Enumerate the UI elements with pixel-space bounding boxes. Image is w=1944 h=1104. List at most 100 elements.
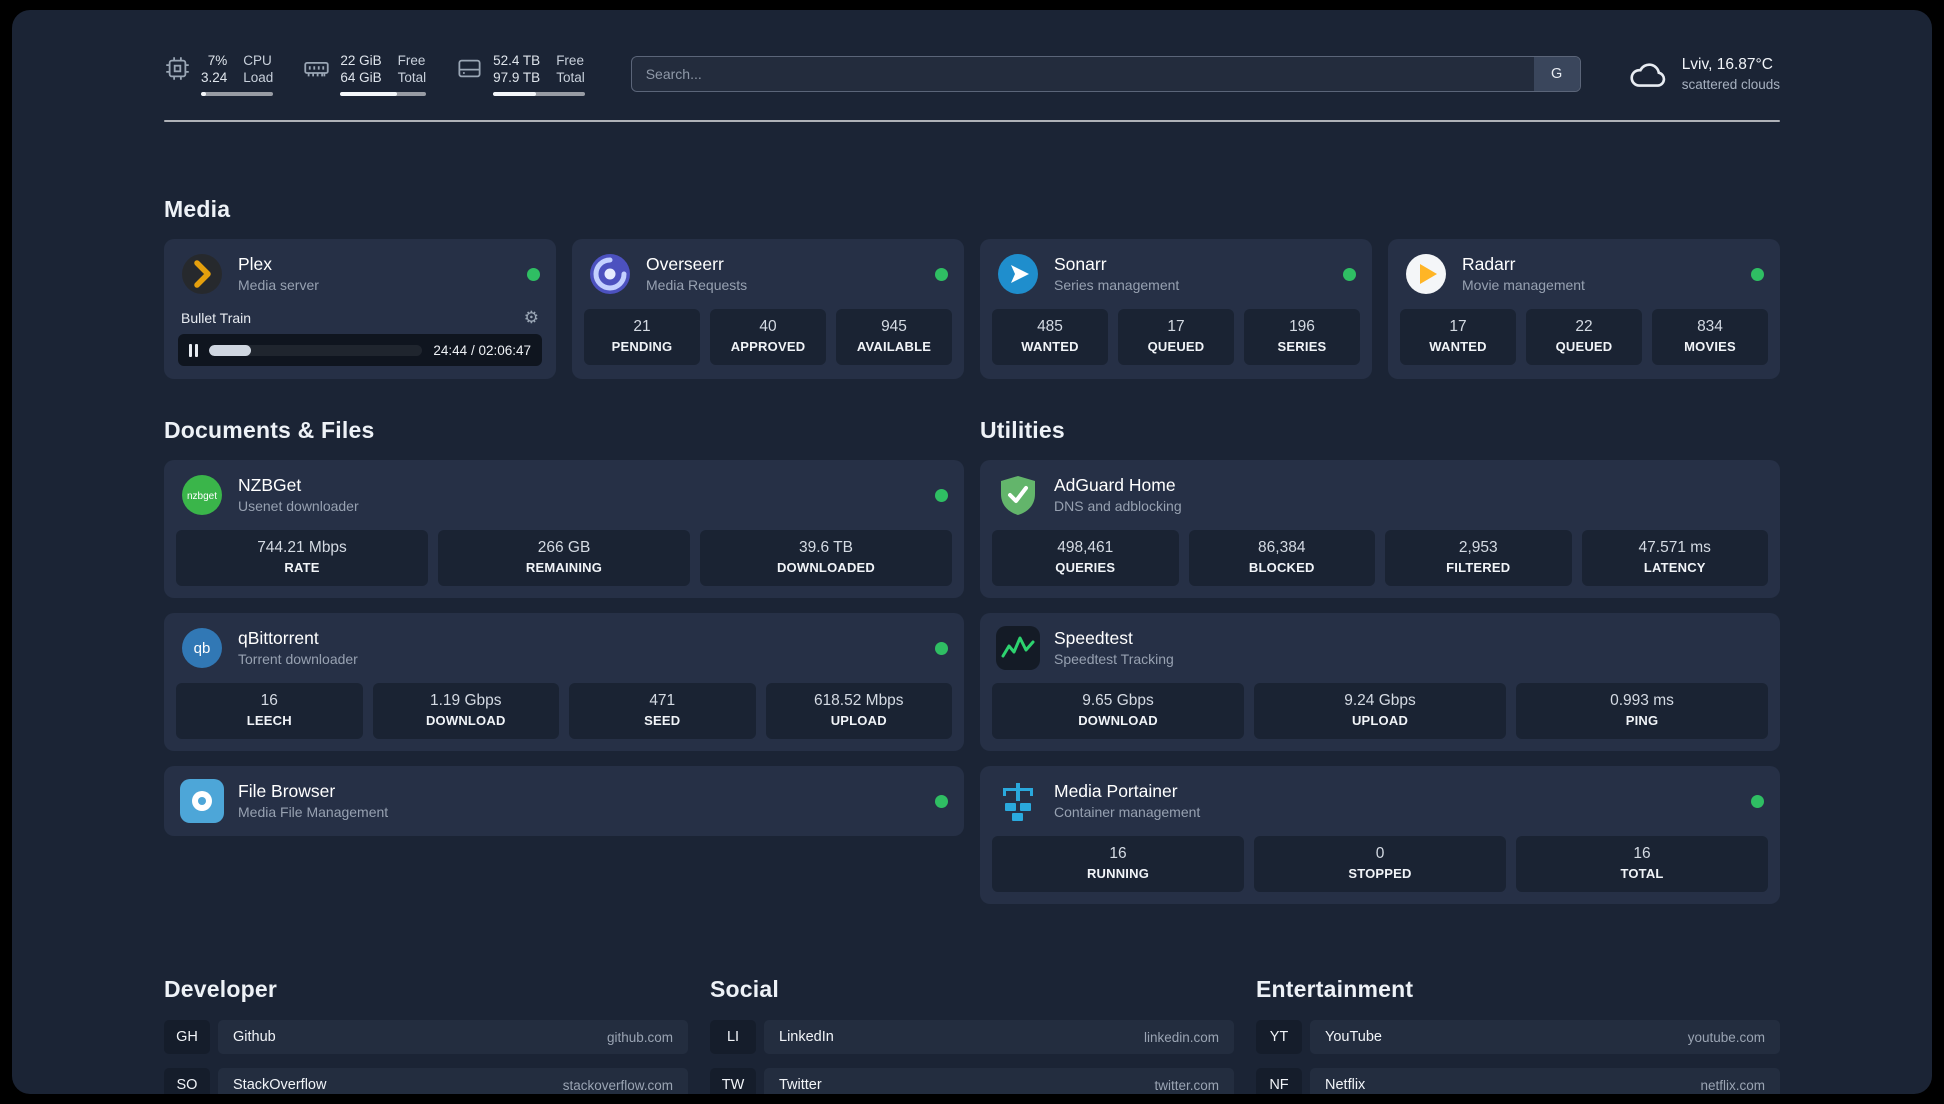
app-subtitle: Media File Management (238, 804, 389, 820)
bookmark-link[interactable]: YouTube youtube.com (1310, 1020, 1780, 1054)
stat-label: PING (1625, 713, 1659, 728)
memory-widget-body: 22 GiB Free 64 GiB Total (340, 52, 427, 96)
bookmark-name: Github (233, 1029, 276, 1045)
app-card-portainer[interactable]: Media Portainer Container management 16 … (980, 766, 1780, 904)
app-card-plex[interactable]: Plex Media server Bullet Train ⚙ (164, 239, 556, 379)
stat-download: 9.65 Gbps DOWNLOAD (992, 683, 1244, 739)
card-header: qb qBittorrent Torrent downloader (164, 613, 964, 683)
app-titles: AdGuard Home DNS and adblocking (1054, 475, 1182, 515)
app-card-overseerr[interactable]: Overseerr Media Requests 21 PENDING 40 A… (572, 239, 964, 379)
settings-gear-icon[interactable]: ⚙ (523, 308, 539, 327)
memory-widget: 22 GiB Free 64 GiB Total (303, 52, 427, 96)
bookmark-group-entertainment: Entertainment YT YouTube youtube.com NF … (1256, 976, 1780, 1094)
app-card-sonarr[interactable]: Sonarr Series management 485 WANTED 17 Q… (980, 239, 1372, 379)
app-card-nzbget[interactable]: nzbget NZBGet Usenet downloader 744.21 M… (164, 460, 964, 598)
bookmark-abbr[interactable]: NF (1256, 1068, 1302, 1094)
stat-total: 16 TOTAL (1516, 836, 1768, 892)
app-subtitle: DNS and adblocking (1054, 498, 1182, 514)
search-provider-button[interactable]: G (1533, 57, 1580, 91)
bookmark-name: YouTube (1325, 1029, 1382, 1045)
status-dot (527, 267, 540, 281)
bookmark-link[interactable]: Github github.com (218, 1020, 688, 1054)
stat-label: WANTED (1429, 339, 1487, 354)
cpu-progress-fill (201, 92, 207, 96)
disk-progress-bar (493, 92, 585, 96)
app-card-qbittorrent[interactable]: qb qBittorrent Torrent downloader 16 LEE… (164, 613, 964, 751)
bookmark-abbr[interactable]: GH (164, 1020, 210, 1054)
bookmark-github[interactable]: GH Github github.com (164, 1020, 688, 1054)
dashboard-content: 7% CPU 3.24 Load 22 GiB Free (164, 10, 1780, 1094)
app-card-filebrowser[interactable]: File Browser Media File Management (164, 766, 964, 836)
stat-label: LEECH (246, 713, 292, 728)
qbittorrent-icon: qb (182, 628, 222, 668)
section-title-entertainment: Entertainment (1256, 976, 1414, 1002)
stat-value: 16 (1109, 845, 1127, 862)
stat-wanted: 17 WANTED (1400, 309, 1516, 365)
app-name: Sonarr (1054, 254, 1107, 274)
bookmark-linkedin[interactable]: LI LinkedIn linkedin.com (710, 1020, 1234, 1054)
bookmark-domain: netflix.com (1700, 1077, 1765, 1093)
speedtest-icon (996, 626, 1040, 670)
media-grid: Plex Media server Bullet Train ⚙ (164, 239, 1780, 379)
disk-free-label: Free (556, 53, 584, 68)
bookmark-abbr[interactable]: TW (710, 1068, 756, 1094)
stat-value: 16 (1633, 845, 1651, 862)
stat-value: 21 (633, 318, 651, 335)
stat-value: 2,953 (1458, 539, 1498, 556)
bookmark-abbr[interactable]: SO (164, 1068, 210, 1094)
stat-label: QUEUED (1555, 339, 1613, 354)
bookmark-twitter[interactable]: TW Twitter twitter.com (710, 1068, 1234, 1094)
playback-time: 24:44 / 02:06:47 (433, 342, 531, 358)
app-card-radarr[interactable]: Radarr Movie management 17 WANTED 22 QUE… (1388, 239, 1780, 379)
app-card-adguard[interactable]: AdGuard Home DNS and adblocking 498,461 … (980, 460, 1780, 598)
card-header: AdGuard Home DNS and adblocking (980, 460, 1780, 530)
stat-value: 47.571 ms (1638, 539, 1711, 556)
stat-rate: 744.21 Mbps RATE (176, 530, 428, 586)
stats-row: 16 RUNNING 0 STOPPED 16 TOTAL (980, 836, 1780, 904)
bookmarks-grid: Developer GH Github github.com SO StackO… (164, 976, 1780, 1094)
section-title-social: Social (710, 976, 779, 1002)
app-titles: Sonarr Series management (1054, 254, 1179, 294)
bookmark-list: YT YouTube youtube.com NF Netflix netfli… (1256, 1020, 1780, 1094)
adguard-icon (1001, 476, 1035, 515)
stat-stopped: 0 STOPPED (1254, 836, 1506, 892)
search-bar: G (630, 56, 1581, 92)
weather-widget[interactable]: Lviv, 16.87°C scattered clouds (1627, 56, 1780, 92)
stat-label: DOWNLOAD (425, 713, 506, 728)
stat-value: 744.21 Mbps (257, 539, 347, 556)
stat-download: 1.19 Gbps DOWNLOAD (372, 683, 559, 739)
stat-label: DOWNLOADED (776, 560, 876, 575)
stat-value: 0.993 ms (1610, 692, 1674, 709)
stat-upload: 618.52 Mbps UPLOAD (765, 683, 952, 739)
stat-value: 834 (1697, 318, 1723, 335)
cpu-icon (166, 57, 189, 80)
stat-label: UPLOAD (830, 713, 887, 728)
app-titles: Radarr Movie management (1462, 254, 1585, 294)
app-card-speedtest[interactable]: Speedtest Speedtest Tracking 9.65 Gbps D… (980, 613, 1780, 751)
bookmark-stackoverflow[interactable]: SO StackOverflow stackoverflow.com (164, 1068, 688, 1094)
cloud-icon (1630, 63, 1665, 87)
bookmark-abbr[interactable]: LI (710, 1020, 756, 1054)
topbar-divider (164, 120, 1780, 122)
bookmark-link[interactable]: LinkedIn linkedin.com (764, 1020, 1234, 1054)
svg-text:qb: qb (194, 640, 211, 657)
app-titles: File Browser Media File Management (238, 781, 388, 821)
memory-progress-bar (340, 92, 427, 96)
card-header: nzbget NZBGet Usenet downloader (164, 460, 964, 530)
bookmark-youtube[interactable]: YT YouTube youtube.com (1256, 1020, 1780, 1054)
app-name: NZBGet (238, 475, 302, 495)
middle-columns: Documents & Files nzbget NZBGet Usenet d… (164, 417, 1780, 904)
playback-progress-bar[interactable] (209, 344, 423, 356)
pause-icon[interactable] (189, 343, 198, 357)
bookmark-link[interactable]: Twitter twitter.com (764, 1068, 1234, 1094)
bookmark-link[interactable]: StackOverflow stackoverflow.com (218, 1068, 688, 1094)
bookmark-netflix[interactable]: NF Netflix netflix.com (1256, 1068, 1780, 1094)
bookmark-abbr[interactable]: YT (1256, 1020, 1302, 1054)
weather-location: Lviv, 16.87°C (1681, 56, 1773, 73)
stat-label: WANTED (1021, 339, 1079, 354)
search-input[interactable] (630, 56, 1581, 92)
disk-widget: 52.4 TB Free 97.9 TB Total (456, 52, 585, 96)
bookmark-link[interactable]: Netflix netflix.com (1310, 1068, 1780, 1094)
top-bar: 7% CPU 3.24 Load 22 GiB Free (164, 52, 1780, 96)
stat-label: BLOCKED (1248, 560, 1315, 575)
